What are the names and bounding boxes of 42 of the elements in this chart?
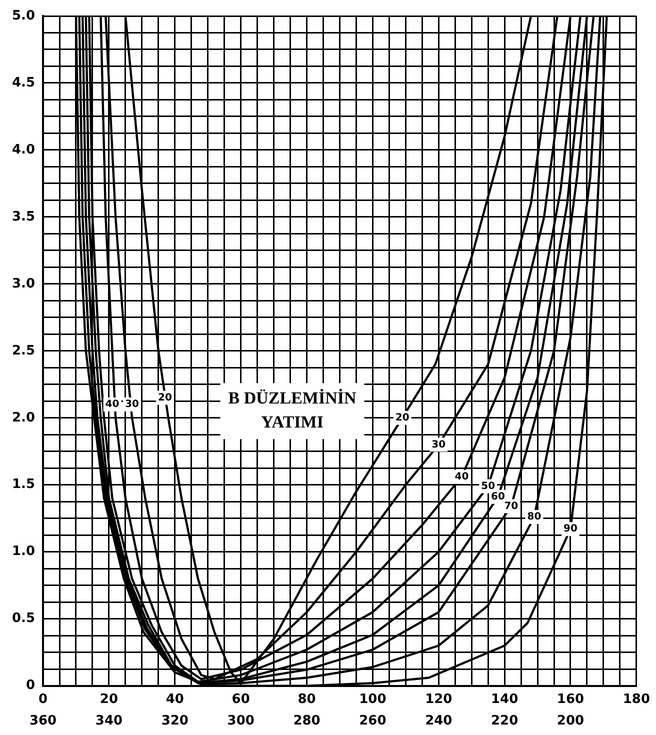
y-tick-label: 3.0 (12, 276, 36, 292)
y-tick-label: 2.0 (12, 410, 36, 426)
y-tick-label: 4.5 (12, 75, 36, 90)
x2-tick-label: 200 (556, 714, 584, 729)
y-tick-label: 5.0 (12, 8, 36, 24)
x-tick-label: 120 (425, 692, 452, 707)
y-tick-label: 1.5 (12, 477, 36, 492)
y-tick-label: 0 (26, 678, 36, 694)
x-tick-label: 20 (100, 692, 118, 707)
annotation: 50 (481, 480, 496, 492)
annotation: 70 (504, 500, 518, 512)
y-tick-label: 3.5 (12, 209, 36, 224)
x2-tick-label: 240 (425, 714, 452, 729)
x2-tick-label: 220 (490, 714, 518, 729)
annotation: 40 (454, 471, 469, 482)
x2-tick-label: 360 (29, 714, 57, 729)
x2-tick-label: 320 (161, 714, 188, 729)
y-tick-label: 0.5 (12, 611, 36, 626)
annotation: 40 (105, 399, 120, 410)
x-tick-label: 180 (622, 692, 650, 707)
y-tick-label: 4.0 (12, 142, 36, 158)
annotation: 60 (491, 492, 505, 503)
annotation: 20 (395, 412, 410, 424)
x2-tick-label: 260 (359, 714, 386, 729)
y-tick-label: 1.0 (12, 544, 36, 560)
x-tick-label: 100 (359, 692, 386, 707)
x-tick-label: 160 (556, 692, 584, 707)
annotation: B DÜZLEMİNİN YATIMI (228, 388, 357, 432)
x-tick-label: 0 (38, 692, 48, 707)
annotation: 30 (125, 399, 140, 410)
annotation: 30 (432, 439, 446, 450)
x-tick-label: 80 (298, 692, 316, 707)
x-tick-label: 60 (232, 692, 250, 707)
annotation: 20 (158, 392, 172, 404)
annotation: 90 (564, 524, 578, 535)
x2-tick-label: 340 (95, 714, 123, 729)
x-tick-label: 140 (490, 692, 518, 707)
x2-tick-label: 280 (293, 714, 320, 729)
x-tick-label: 40 (166, 692, 184, 707)
annotation: 80 (527, 512, 542, 523)
y-tick-label: 2.5 (12, 343, 36, 358)
x2-tick-label: 300 (227, 714, 254, 729)
